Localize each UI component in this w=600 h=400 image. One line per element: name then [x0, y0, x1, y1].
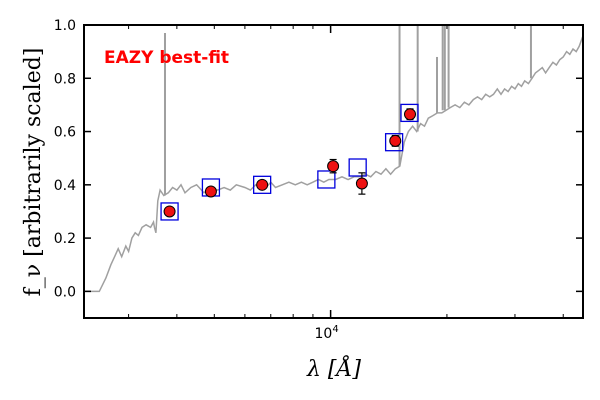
y-axis-label: f_ν [arbitrarily scaled] [21, 48, 46, 297]
observed-photometry-point [256, 178, 269, 191]
model-spectrum-line [84, 35, 583, 293]
y-tick-label: 0.0 [54, 284, 76, 300]
observed-photometry-point [389, 134, 402, 147]
y-tick-label: 0.6 [54, 125, 76, 141]
model-photometry-square [400, 103, 419, 123]
y-tick-label: 0.8 [54, 71, 76, 87]
model-photometry-square [317, 170, 336, 189]
x-tick-label: 104 [315, 324, 339, 342]
y-tick-label: 0.2 [54, 231, 76, 247]
observed-photometry-point [204, 185, 217, 198]
model-photometry-square [160, 202, 179, 221]
observed-photometry-point [355, 177, 368, 190]
model-photometry-square [253, 175, 272, 194]
observed-photometry-point [327, 160, 340, 173]
x-axis-label: λ [Å] [306, 354, 361, 382]
observed-photometry-point [163, 205, 176, 218]
annotation-eazy-best-fit: EAZY best-fit [104, 48, 229, 68]
y-tick-label: 1.0 [54, 18, 76, 34]
y-tick-label: 0.4 [54, 178, 76, 194]
plot-frame [83, 24, 584, 319]
observed-photometry-point [404, 108, 417, 121]
model-photometry-square [384, 133, 404, 152]
model-photometry-square [348, 158, 367, 177]
